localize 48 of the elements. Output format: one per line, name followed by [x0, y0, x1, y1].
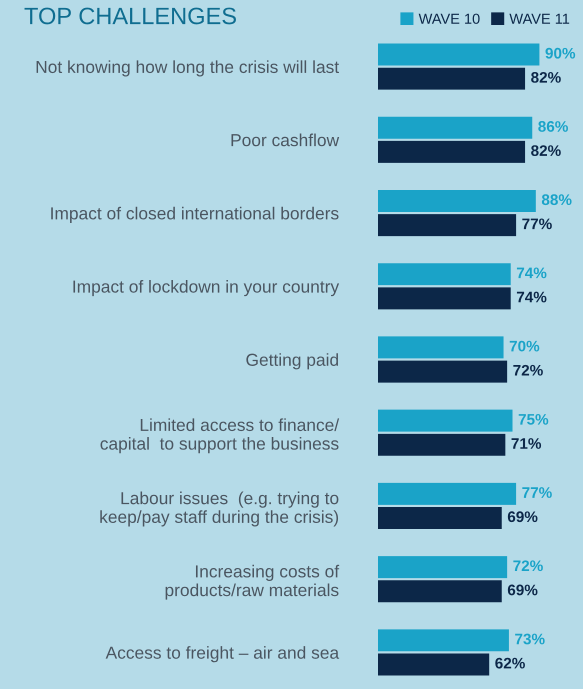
data-label: 82%: [531, 145, 561, 156]
bar: [378, 556, 508, 578]
bar: [378, 336, 504, 358]
data-label: 72%: [513, 560, 543, 572]
y-tick-label: Impact of lockdown in your country: [73, 280, 340, 296]
y-tick-label: Increasing costs of products/raw materials: [166, 564, 340, 600]
data-label: 73%: [515, 634, 545, 644]
bar: [378, 190, 536, 212]
bar: [378, 214, 516, 236]
bar: [378, 116, 532, 139]
bar: [378, 653, 490, 676]
data-label: 77%: [522, 218, 552, 230]
data-label: 82%: [531, 72, 561, 83]
data-label: 69%: [508, 584, 538, 596]
data-label: 62%: [495, 658, 525, 669]
bar: [378, 360, 508, 383]
data-label: 69%: [508, 511, 538, 522]
y-tick-label: Limited access to finance/ capital to support the business: [100, 418, 340, 454]
data-label: 90%: [546, 48, 576, 59]
bar: [378, 629, 509, 652]
data-label: 88%: [542, 194, 572, 206]
text: TOP CHALLENGES: [24, 8, 236, 24]
bar: [378, 287, 511, 310]
data-label: 72%: [513, 364, 543, 376]
y-tick-label: Labour issues (e.g. trying to keep/pay staff during the crisis): [100, 492, 338, 526]
bar: [378, 482, 516, 505]
y-tick-label: Poor cashflow: [232, 134, 340, 146]
bar: [378, 507, 502, 530]
legend-label: WAVE 10: [418, 14, 480, 24]
data-label: 70%: [510, 340, 540, 352]
y-tick-label: Access to freight – air and sea: [106, 646, 340, 662]
data-label: 74%: [516, 292, 546, 302]
data-label: 74%: [516, 268, 546, 278]
bar: [378, 434, 506, 456]
bar: [378, 410, 513, 432]
bar: [378, 580, 502, 602]
bar: [378, 140, 526, 163]
y-tick-label: Getting paid: [246, 353, 338, 370]
data-label: 71%: [512, 438, 542, 449]
data-label: 86%: [538, 121, 568, 132]
data-label: 77%: [522, 487, 552, 498]
data-label: 75%: [518, 414, 548, 425]
y-tick-label: Impact of closed international borders: [51, 206, 339, 223]
bar: [378, 68, 526, 90]
legend-label: WAVE 11: [509, 14, 570, 24]
y-tick-label: Not knowing how long the crisis will last: [36, 60, 339, 77]
bar: [378, 263, 511, 286]
bar: [378, 44, 540, 66]
